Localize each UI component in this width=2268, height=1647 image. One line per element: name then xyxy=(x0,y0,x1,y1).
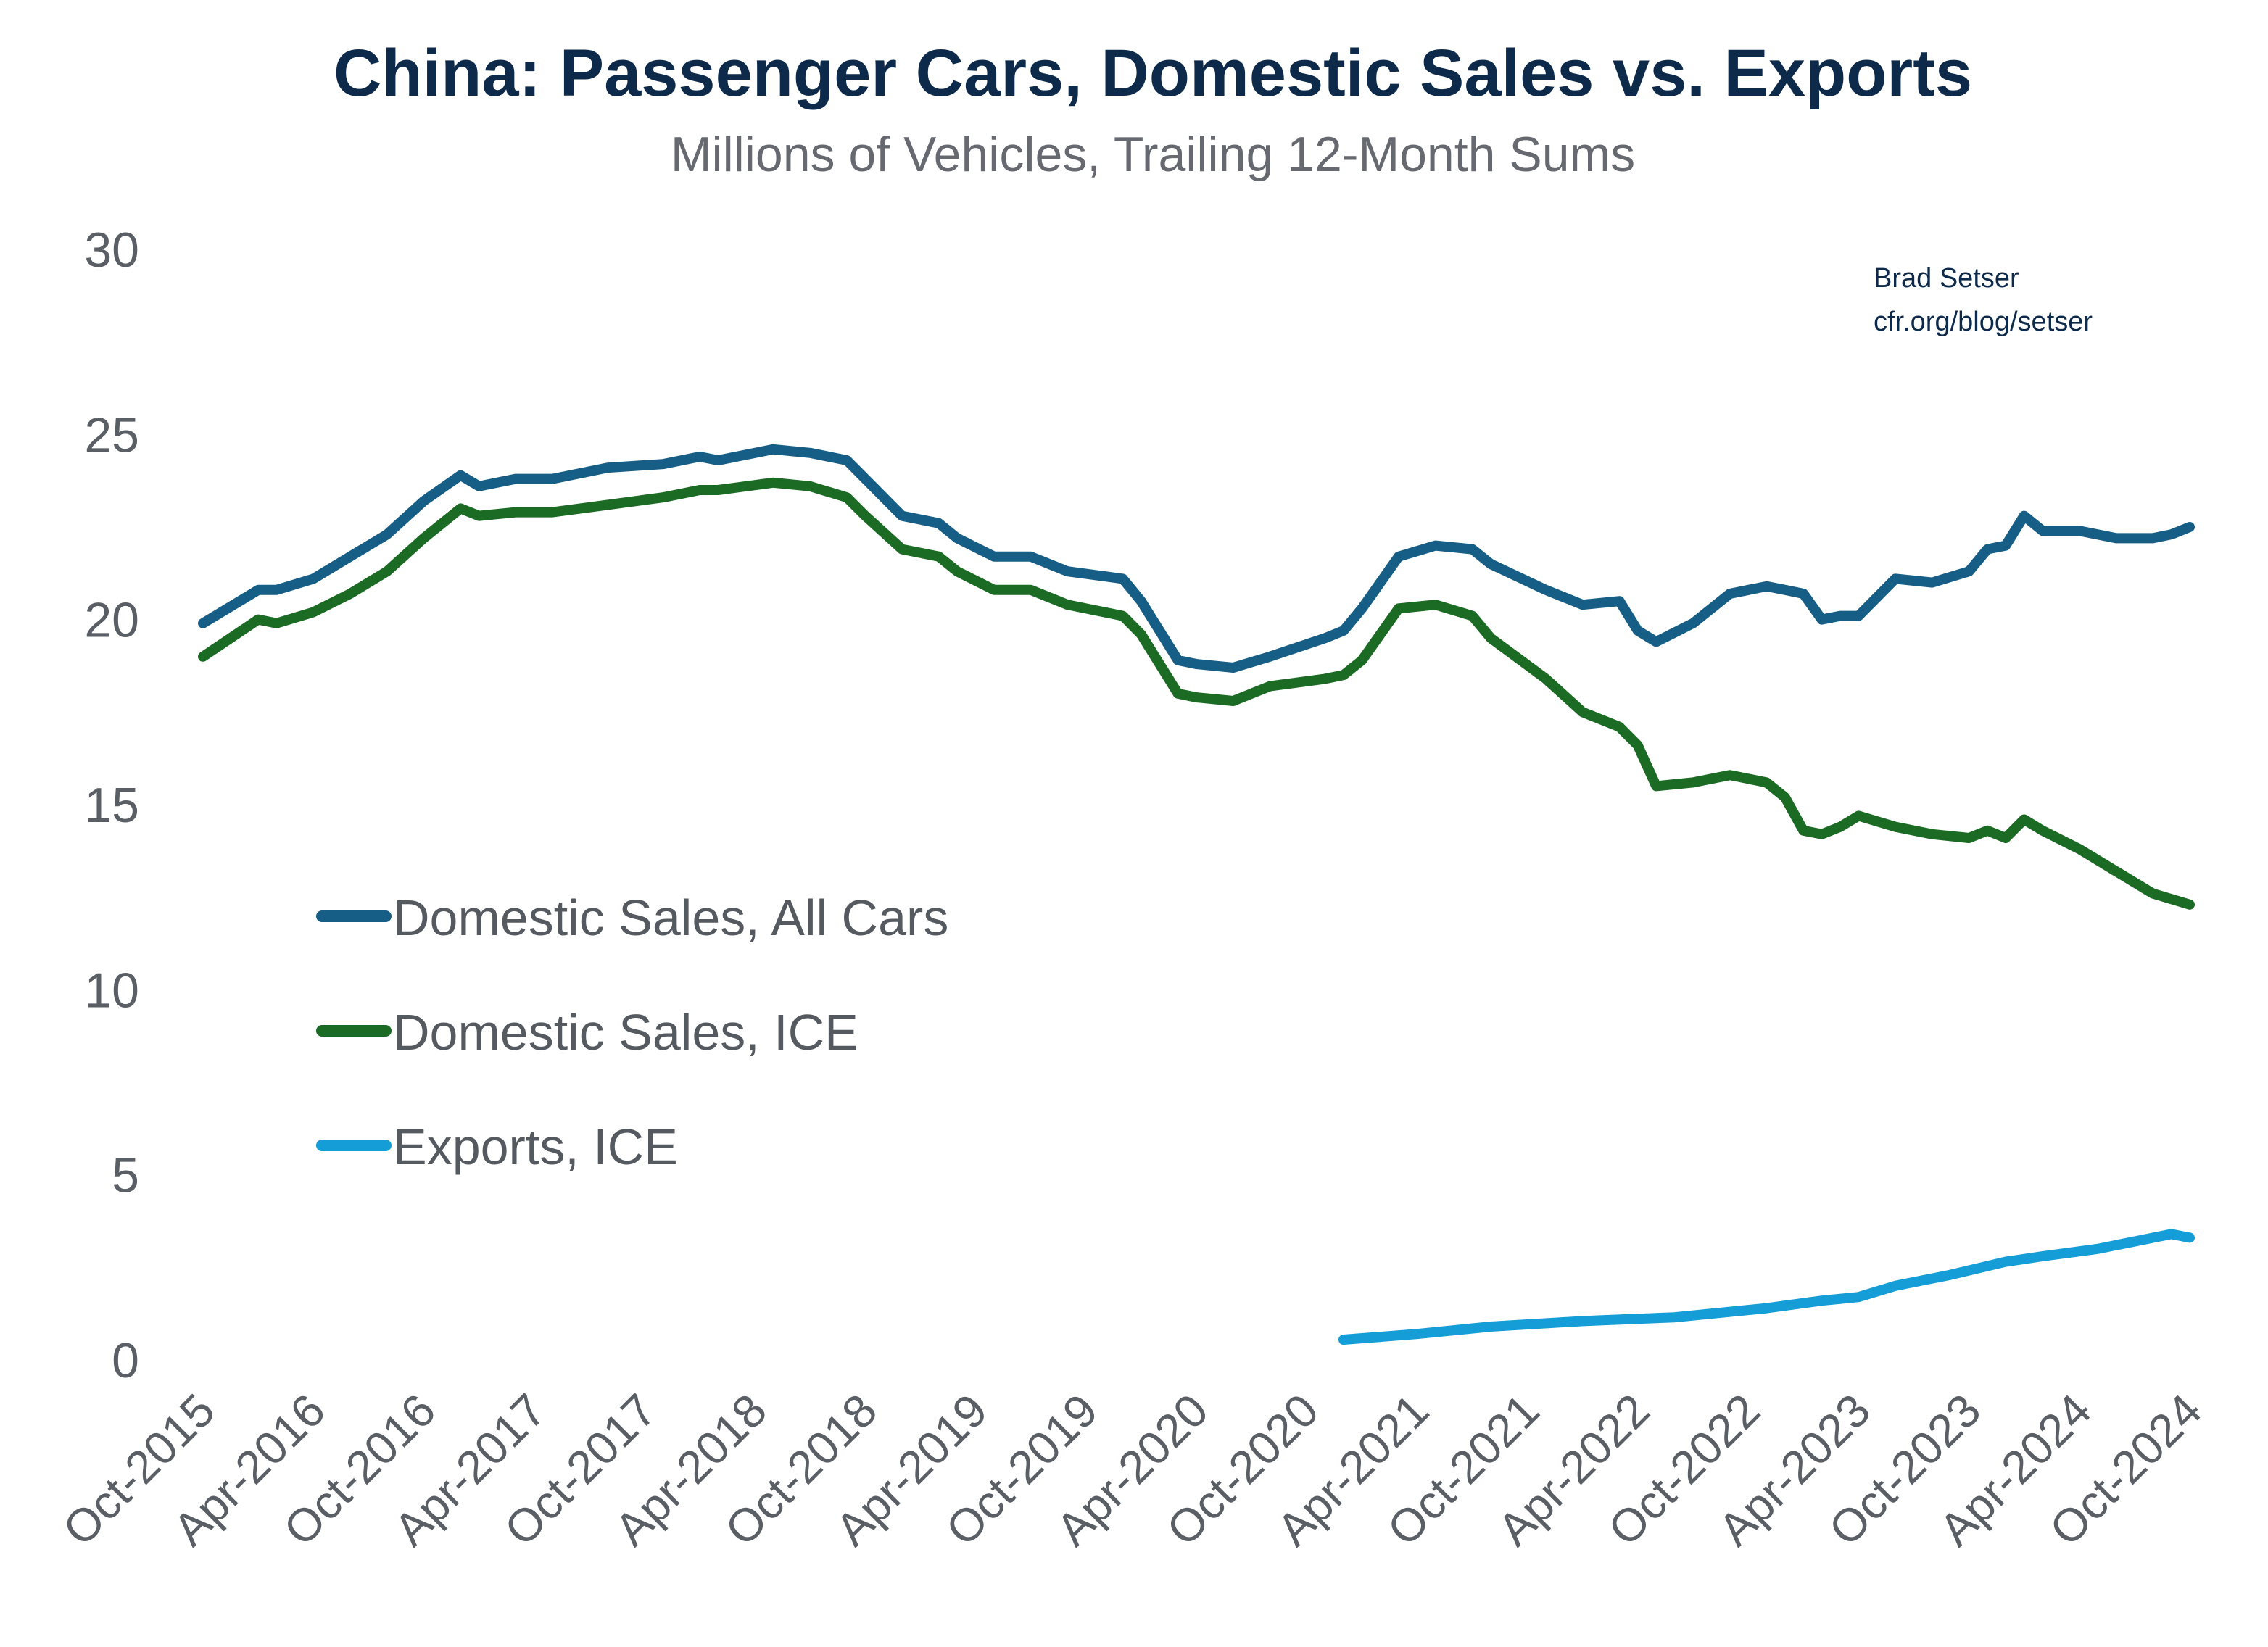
series-line-2 xyxy=(1338,1229,2195,1345)
series-line-0 xyxy=(198,444,2195,673)
chart-title: China: Passenger Cars, Domestic Sales vs… xyxy=(334,36,1972,110)
series-line-1 xyxy=(198,477,2195,910)
y-tick-label: 20 xyxy=(84,593,139,648)
legend-label: Domestic Sales, All Cars xyxy=(393,889,948,946)
legend-label: Domestic Sales, ICE xyxy=(393,1004,858,1061)
y-tick-label: 15 xyxy=(84,778,139,833)
y-tick-label: 25 xyxy=(84,407,139,462)
x-axis: Oct-2015Apr-2016Oct-2016Apr-2017Oct-2017… xyxy=(53,1384,2211,1556)
y-tick-label: 0 xyxy=(112,1333,139,1388)
y-tick-label: 5 xyxy=(112,1148,139,1203)
legend-label: Exports, ICE xyxy=(393,1119,678,1175)
y-axis: 0 5 10 15 20 25 30 xyxy=(84,223,139,1388)
y-tick-label: 30 xyxy=(84,223,139,278)
source-note-url: cfr.org/blog/setser xyxy=(1874,307,2093,337)
chart-subtitle: Millions of Vehicles, Trailing 12-Month … xyxy=(671,127,1635,182)
source-note-author: Brad Setser xyxy=(1874,263,2019,294)
legend: Domestic Sales, All Cars Domestic Sales, … xyxy=(316,889,948,1175)
series-lines xyxy=(198,444,2195,1345)
y-tick-label: 10 xyxy=(84,963,139,1018)
